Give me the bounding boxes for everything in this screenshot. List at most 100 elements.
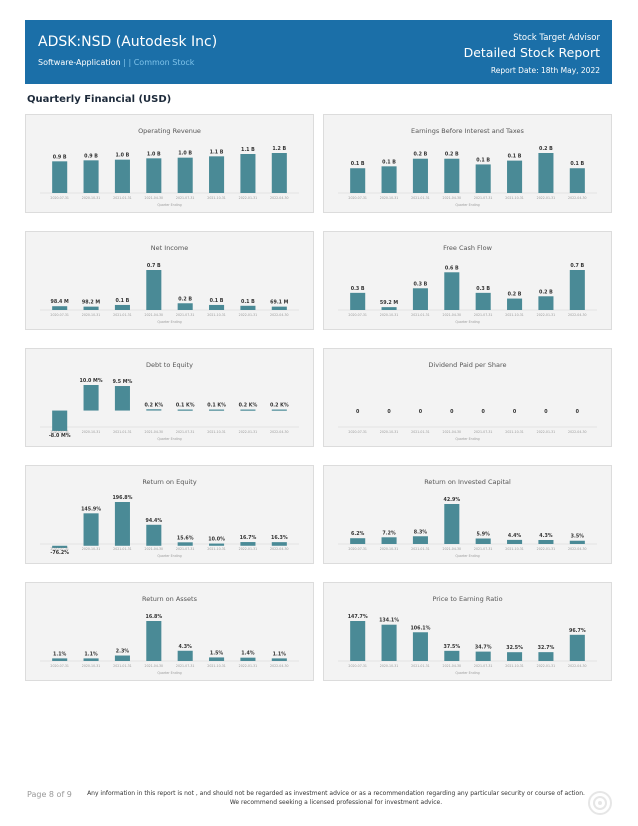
x-tick-label: 2020-07-31: [50, 430, 69, 434]
data-label: 4.3%: [179, 644, 192, 650]
x-tick-label: 2020-10-31: [82, 430, 101, 434]
x-tick-label: 2022-04-30: [270, 547, 289, 551]
data-label: 1.0 B: [147, 151, 161, 157]
chart-title: Operating Revenue: [138, 127, 201, 135]
data-label: 0.1 B: [570, 161, 584, 167]
x-tick-label: 2021-07-31: [176, 196, 195, 200]
chart-bar: [83, 385, 99, 411]
data-label: 0.2 B: [508, 292, 522, 298]
chart-bar: [209, 304, 225, 310]
chart-title: Earnings Before Interest and Taxes: [411, 127, 525, 135]
data-label: 98.2 M: [82, 300, 101, 306]
chart-bar: [83, 658, 99, 661]
data-label: 4.3%: [539, 533, 552, 539]
data-label: 0.2 K%: [270, 403, 289, 409]
chart-panel: Dividend Paid per Share 0 2020-07-31 0 2020-…: [323, 348, 612, 447]
chart-bar: [114, 159, 130, 193]
chart-bar: [271, 306, 287, 310]
chart-bar: [350, 538, 366, 544]
data-label: 0: [482, 409, 486, 415]
chart-bar: [381, 624, 397, 661]
x-tick-label: 2020-10-31: [82, 313, 101, 317]
chart-bar: [83, 160, 99, 193]
chart-bar: [83, 513, 99, 546]
x-axis-title: Quarter Ending: [455, 320, 479, 324]
report-title: Detailed Stock Report: [463, 45, 600, 60]
x-tick-label: 2021-01-31: [113, 196, 132, 200]
data-label: 0: [513, 409, 517, 415]
data-label: 42.9%: [443, 497, 460, 503]
data-label: -76.2%: [50, 550, 69, 556]
x-tick-label: 2021-07-31: [176, 664, 195, 668]
chart-title: Net Income: [151, 244, 188, 252]
data-label: 0: [387, 409, 391, 415]
data-label: 3.5%: [571, 534, 584, 540]
x-tick-label: 2021-07-31: [474, 547, 493, 551]
chart-svg: Return on Assets 1.1% 2020-07-31 1.1% 2020-1…: [40, 595, 299, 675]
chart-bar: [114, 502, 130, 546]
chart-bar: [209, 409, 225, 411]
chart-bar: [444, 504, 460, 544]
chart-bar: [538, 539, 554, 544]
chart-bar: [412, 288, 428, 310]
data-label: 0.2 B: [539, 146, 553, 152]
chart-svg: Operating Revenue 0.9 B 2020-07-31 0.9 B 202…: [40, 127, 299, 207]
x-tick-label: 2021-01-31: [113, 547, 132, 551]
chart-svg: Price to Earning Ratio 147.7% 2020-07-31 13…: [338, 595, 597, 675]
x-tick-label: 2022-04-30: [270, 664, 289, 668]
chart-bar: [350, 168, 366, 193]
x-tick-label: 2021-01-31: [411, 430, 430, 434]
chart-title: Return on Invested Capital: [424, 478, 511, 486]
data-label: 0.1 B: [476, 157, 490, 163]
data-label: 0.3 B: [414, 281, 428, 287]
x-tick-label: 2021-04-30: [145, 313, 164, 317]
data-label: 0.2 B: [178, 296, 192, 302]
chart-svg: Earnings Before Interest and Taxes 0.1 B 2…: [338, 127, 597, 207]
x-tick-label: 2021-07-31: [176, 430, 195, 434]
x-tick-label: 2021-04-30: [443, 430, 462, 434]
chart-bar: [412, 536, 428, 544]
chart-bar: [507, 298, 523, 310]
chart-bar: [177, 409, 193, 411]
data-label: 16.8%: [145, 614, 162, 620]
x-tick-label: 2020-10-31: [82, 547, 101, 551]
x-tick-label: 2020-07-31: [348, 547, 367, 551]
chart-bar: [240, 305, 256, 310]
x-axis-title: Quarter Ending: [157, 203, 181, 207]
chart-panel: Return on Invested Capital 6.2% 2020-07-31…: [323, 465, 612, 564]
data-label: 10.0 M%: [80, 378, 103, 384]
data-label: 0.1 B: [351, 161, 365, 167]
chart-bar: [444, 650, 460, 661]
chart-bar: [177, 157, 193, 193]
x-tick-label: 2021-10-31: [505, 664, 524, 668]
data-label: 1.5%: [210, 650, 223, 656]
x-axis-title: Quarter Ending: [157, 554, 181, 558]
chart-bar: [381, 166, 397, 193]
data-label: 0.3 B: [351, 286, 365, 292]
data-label: 0.1 B: [241, 299, 255, 305]
page-number: Page 8 of 9: [27, 790, 72, 799]
data-label: 196.8%: [112, 495, 132, 501]
chart-bar: [412, 158, 428, 193]
chart-svg: Debt to Equity -8.0 M%2020-07-31 10.0 M% 20…: [40, 361, 299, 441]
x-tick-label: 2021-10-31: [505, 313, 524, 317]
data-label: 0.3 B: [476, 286, 490, 292]
chart-bar: [209, 657, 225, 661]
x-tick-label: 2020-07-31: [348, 430, 367, 434]
chart-bar: [52, 306, 68, 310]
data-label: -8.0 M%: [49, 433, 71, 439]
chart-bar: [271, 658, 287, 661]
chart-title: Dividend Paid per Share: [428, 361, 506, 369]
chart-bar: [114, 386, 130, 411]
chart-bar: [381, 307, 397, 310]
chart-bar: [507, 160, 523, 193]
x-tick-label: 2020-10-31: [380, 547, 399, 551]
chart-svg: Return on Equity -76.2%2020-07-31 145.9% 20…: [40, 478, 299, 558]
x-tick-label: 2021-01-31: [113, 430, 132, 434]
data-label: 2.3%: [116, 649, 129, 655]
chart-bar: [240, 657, 256, 661]
report-date: Report Date: 18th May, 2022: [490, 66, 600, 75]
data-label: 10.0%: [208, 537, 225, 543]
brand-name: Stock Target Advisor: [513, 33, 600, 43]
separator: | |: [123, 58, 132, 67]
